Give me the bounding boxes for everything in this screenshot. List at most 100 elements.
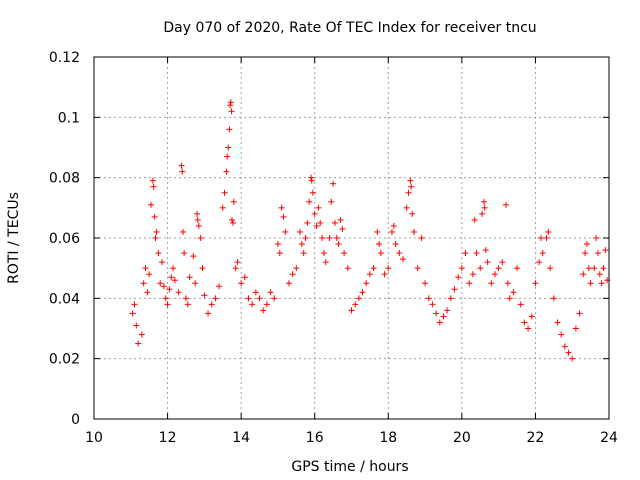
data-point: [352, 301, 359, 308]
data-point: [308, 177, 315, 184]
data-point: [162, 295, 169, 302]
data-point: [458, 265, 465, 272]
data-point: [245, 295, 252, 302]
data-point: [473, 250, 480, 257]
data-point: [271, 295, 278, 302]
data-point: [366, 271, 373, 278]
data-point: [144, 289, 151, 296]
data-point: [201, 292, 208, 299]
data-point: [160, 283, 167, 290]
data-point: [164, 301, 171, 308]
x-axis-label: GPS time / hours: [291, 459, 408, 475]
data-point: [576, 310, 583, 317]
data-point: [499, 259, 506, 266]
data-point: [146, 271, 153, 278]
data-point: [582, 250, 589, 257]
data-point: [278, 204, 285, 211]
data-point: [320, 250, 327, 257]
data-point: [451, 286, 458, 293]
data-point: [469, 271, 476, 278]
data-point: [208, 301, 215, 308]
data-point: [328, 198, 335, 205]
x-tick-label: 24: [600, 430, 618, 446]
data-point: [140, 280, 147, 287]
data-point: [355, 295, 362, 302]
data-point: [148, 201, 155, 208]
data-point: [175, 289, 182, 296]
data-point: [411, 228, 418, 235]
data-point: [306, 198, 313, 205]
data-point: [408, 183, 415, 190]
data-point: [227, 99, 234, 106]
data-point: [219, 204, 226, 211]
data-point: [344, 265, 351, 272]
data-point: [241, 274, 248, 281]
data-point: [308, 174, 315, 181]
data-point: [304, 219, 311, 226]
data-point: [260, 307, 267, 314]
data-point: [495, 265, 502, 272]
data-point: [180, 228, 187, 235]
data-point: [593, 235, 600, 241]
data-point: [521, 319, 528, 326]
y-tick-label: 0.08: [49, 171, 80, 187]
data-point: [302, 235, 309, 241]
data-point: [583, 241, 590, 248]
data-point: [256, 295, 263, 302]
data-point: [322, 259, 329, 266]
chart-title: Day 070 of 2020, Rate Of TEC Index for r…: [163, 20, 536, 36]
data-point: [594, 250, 601, 257]
data-point: [170, 265, 177, 272]
x-tick-label: 20: [453, 430, 471, 446]
data-point: [440, 313, 447, 320]
data-point: [580, 271, 587, 278]
data-point: [157, 280, 164, 287]
data-point: [409, 210, 416, 217]
data-point: [525, 325, 532, 332]
data-point: [385, 265, 392, 272]
data-point: [569, 355, 576, 362]
data-point: [313, 222, 320, 229]
data-point: [225, 144, 232, 151]
data-point: [598, 280, 605, 287]
y-axis-label: ROTI / TECUs: [6, 192, 22, 284]
data-point: [414, 265, 421, 272]
data-point: [171, 277, 178, 284]
data-point: [359, 289, 366, 296]
data-point: [168, 274, 175, 281]
data-point: [374, 228, 381, 235]
data-point: [230, 198, 237, 205]
data-point: [572, 325, 579, 332]
data-point: [226, 126, 233, 133]
data-point: [289, 271, 296, 278]
data-point: [429, 301, 436, 308]
data-point: [330, 180, 337, 187]
data-point: [227, 102, 234, 109]
data-point: [181, 250, 188, 257]
data-point: [228, 216, 235, 223]
data-point: [433, 310, 440, 317]
data-point: [425, 295, 432, 302]
data-point: [192, 280, 199, 287]
data-point: [317, 219, 324, 226]
data-point: [422, 280, 429, 287]
data-point: [224, 153, 231, 160]
data-point: [326, 235, 333, 241]
data-point: [536, 259, 543, 266]
data-point: [309, 189, 316, 196]
data-point: [263, 301, 270, 308]
data-point: [514, 265, 521, 272]
data-point: [503, 201, 509, 208]
data-point: [300, 250, 307, 257]
data-point: [249, 301, 256, 308]
data-point: [585, 265, 592, 272]
data-point: [341, 250, 348, 257]
data-point: [396, 250, 403, 257]
data-point: [455, 274, 462, 281]
data-point: [390, 222, 397, 229]
data-point: [348, 307, 355, 314]
y-tick-label: 0.04: [49, 291, 80, 307]
y-tick-label: 0.12: [49, 50, 80, 66]
data-point: [517, 301, 524, 308]
